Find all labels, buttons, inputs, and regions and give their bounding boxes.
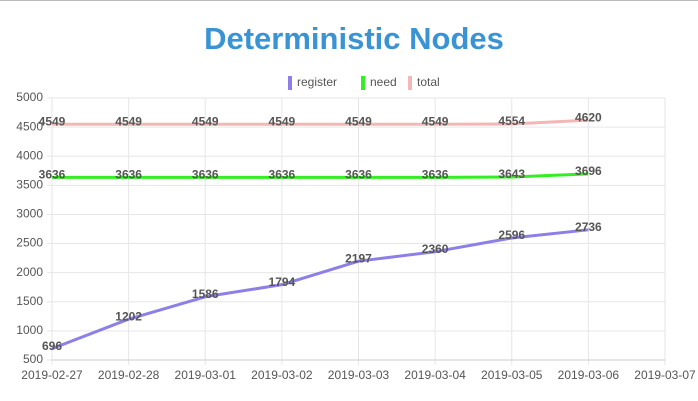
data-label: 4549 [422,114,449,128]
data-label: 2360 [422,242,449,256]
data-label: 3636 [192,168,219,182]
data-label: 1202 [115,309,142,323]
x-tick-label: 2019-03-02 [251,368,313,382]
x-tick-label: 2019-03-05 [481,368,543,382]
y-tick-label: 3000 [16,207,43,221]
data-label: 4549 [345,114,372,128]
legend-label: total [417,75,440,89]
y-tick-label: 5000 [16,90,43,104]
data-label: 2736 [575,220,602,234]
x-tick-label: 2019-03-06 [558,368,620,382]
x-tick-label: 2019-03-01 [175,368,237,382]
x-tick-label: 2019-03-07 [634,368,696,382]
data-label: 4549 [192,114,219,128]
legend-swatch [408,76,412,90]
data-label: 3636 [422,168,449,182]
data-label: 4549 [115,114,142,128]
series-line [51,228,589,350]
y-tick-label: 1500 [16,294,43,308]
legend-swatch [361,76,365,90]
data-label: 3636 [345,168,372,182]
data-label: 2596 [498,228,525,242]
series-line [52,118,589,126]
data-label: 3636 [115,168,142,182]
data-label: 3643 [498,167,525,181]
y-tick-label: 4000 [16,148,43,162]
legend-swatch [288,76,292,90]
y-tick-label: 3500 [16,178,43,192]
data-label: 2197 [345,251,372,265]
y-tick-label: 4500 [16,119,43,133]
data-label: 4549 [39,114,66,128]
data-label: 696 [42,339,62,353]
legend-label: register [297,75,337,89]
data-label: 3636 [269,168,296,182]
y-tick-label: 2500 [16,236,43,250]
y-tick-label: 500 [23,352,43,366]
data-label: 4549 [269,114,296,128]
chart-title: Deterministic Nodes [204,21,504,56]
data-label: 4554 [498,114,525,128]
y-tick-label: 1000 [16,323,43,337]
series-line [52,172,589,179]
legend-label: need [370,75,397,89]
data-label: 3636 [39,168,66,182]
x-tick-label: 2019-02-28 [98,368,160,382]
x-tick-label: 2019-03-04 [404,368,466,382]
x-tick-label: 2019-03-03 [328,368,390,382]
data-label: 3696 [575,164,602,178]
data-label: 1794 [269,275,296,289]
data-label: 4620 [575,110,602,124]
y-tick-label: 2000 [16,265,43,279]
data-label: 1586 [192,287,219,301]
x-tick-label: 2019-02-27 [21,368,83,382]
